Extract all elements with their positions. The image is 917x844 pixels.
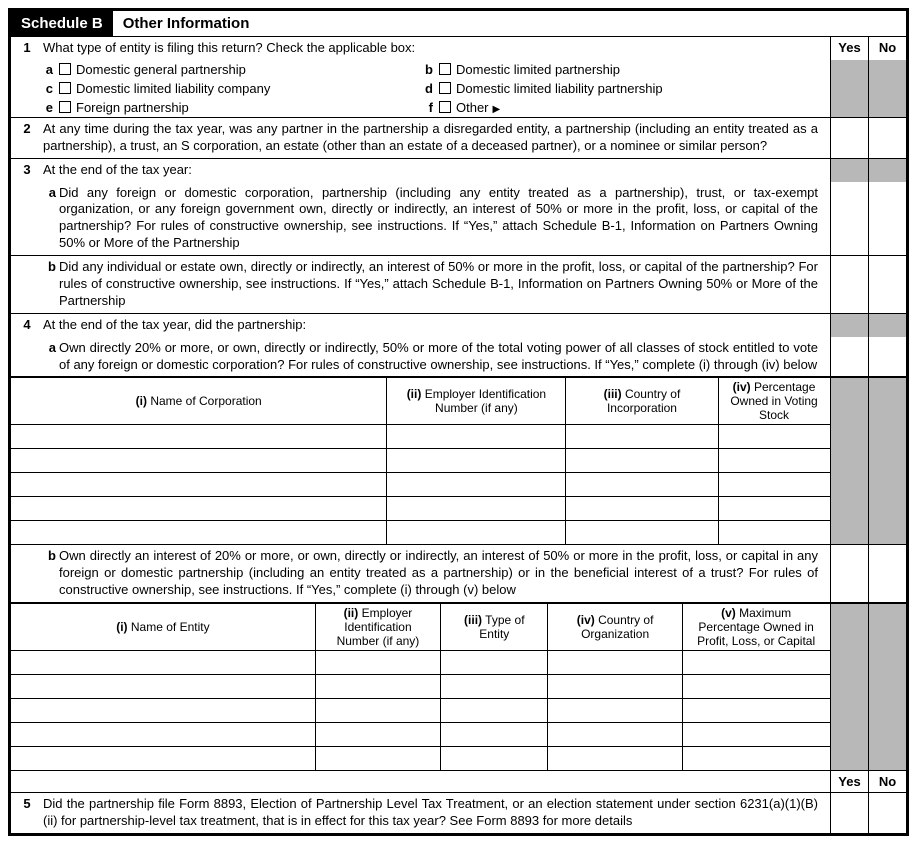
yes-header: Yes: [830, 37, 868, 60]
no-header: No: [868, 37, 906, 60]
q3a-text: Did any foreign or domestic corporation,…: [59, 182, 830, 256]
t4a-no-block: [868, 378, 906, 545]
q5-row: 5 Did the partnership file Form 8893, El…: [11, 793, 906, 833]
q5-text: Did the partnership file Form 8893, Elec…: [43, 793, 830, 833]
t4a-h2: (ii) Employer IdentificationNumber (if a…: [387, 378, 566, 425]
q2-text: At any time during the tax year, was any…: [43, 118, 830, 158]
yn-header-5: Yes No: [11, 771, 906, 793]
no-header-5: No: [868, 771, 906, 792]
q1-num: 1: [11, 37, 43, 60]
q3a-letter: a: [43, 182, 59, 256]
q1f-checkbox[interactable]: [439, 101, 451, 113]
t4b-yes-block: [830, 604, 868, 771]
q4a-row: a Own directly 20% or more, or own, dire…: [11, 337, 906, 378]
q3a-row: a Did any foreign or domestic corporatio…: [11, 182, 906, 257]
t4b-h2: (ii) EmployerIdentificationNumber (if an…: [315, 604, 440, 651]
q3-intro-row: 3 At the end of the tax year:: [11, 159, 906, 182]
q3-num: 3: [11, 159, 43, 182]
q1e-letter: e: [11, 100, 59, 115]
t4b-no-block: [868, 604, 906, 771]
table-4b: (i) Name of Entity (ii) EmployerIdentifi…: [11, 603, 906, 771]
t4b-h5: (v) MaximumPercentage Owned inProfit, Lo…: [682, 604, 830, 651]
q2-no[interactable]: [868, 118, 906, 158]
q4a-yes[interactable]: [830, 337, 868, 377]
q1e-label: Foreign partnership: [76, 100, 189, 115]
t4b-h1: (i) Name of Entity: [11, 604, 315, 651]
q3-yes-spacer: [830, 159, 868, 182]
q4b-text: Own directly an interest of 20% or more,…: [59, 545, 830, 602]
q3b-text: Did any individual or estate own, direct…: [59, 256, 830, 313]
q1-text: What type of entity is filing this retur…: [43, 37, 830, 60]
q1f-letter: f: [391, 100, 439, 115]
q1-row: 1 What type of entity is filing this ret…: [11, 37, 906, 118]
q1a-checkbox[interactable]: [59, 63, 71, 75]
q5-yes[interactable]: [830, 793, 868, 833]
q1d-checkbox[interactable]: [439, 82, 451, 94]
q4-num: 4: [11, 314, 43, 337]
q4-intro-row: 4 At the end of the tax year, did the pa…: [11, 314, 906, 337]
table-4a: (i) (i) Name of CorporationName of Corpo…: [11, 377, 906, 545]
q4b-row: b Own directly an interest of 20% or mor…: [11, 545, 906, 603]
q1a-label: Domestic general partnership: [76, 62, 246, 77]
t4a-r1c1[interactable]: [11, 425, 387, 449]
q1b-checkbox[interactable]: [439, 63, 451, 75]
q1c-checkbox[interactable]: [59, 82, 71, 94]
t4a-yes-block: [830, 378, 868, 545]
q5-num: 5: [11, 793, 43, 833]
q3-intro: At the end of the tax year:: [43, 159, 830, 182]
q1d-label: Domestic limited liability partnership: [456, 81, 663, 96]
q4a-letter: a: [43, 337, 59, 377]
q4a-text: Own directly 20% or more, or own, direct…: [59, 337, 830, 377]
yes-header-5: Yes: [830, 771, 868, 792]
q3a-no[interactable]: [868, 182, 906, 256]
q4b-yes[interactable]: [830, 545, 868, 602]
q2-yes[interactable]: [830, 118, 868, 158]
q1b-letter: b: [391, 62, 439, 77]
q2-num: 2: [11, 118, 43, 158]
q2-row: 2 At any time during the tax year, was a…: [11, 118, 906, 159]
q4-intro: At the end of the tax year, did the part…: [43, 314, 830, 337]
q4b-no[interactable]: [868, 545, 906, 602]
arrow-icon: [489, 100, 501, 115]
q1b-label: Domestic limited partnership: [456, 62, 620, 77]
t4a-h3: (iii) Country ofIncorporation: [566, 378, 718, 425]
q5-no[interactable]: [868, 793, 906, 833]
q3b-no[interactable]: [868, 256, 906, 313]
q3b-row: b Did any individual or estate own, dire…: [11, 256, 906, 314]
q4b-letter: b: [43, 545, 59, 602]
q1c-letter: c: [11, 81, 59, 96]
q3a-yes[interactable]: [830, 182, 868, 256]
t4b-h3: (iii) Type ofEntity: [441, 604, 548, 651]
schedule-title: Other Information: [113, 11, 260, 36]
q4a-no[interactable]: [868, 337, 906, 377]
schedule-badge: Schedule B: [11, 11, 113, 36]
q1-no[interactable]: [868, 60, 906, 117]
q1e-checkbox[interactable]: [59, 101, 71, 113]
q1-yes[interactable]: [830, 60, 868, 117]
t4a-h1: (i) (i) Name of CorporationName of Corpo…: [11, 378, 387, 425]
q3b-letter: b: [43, 256, 59, 313]
header-row: Schedule B Other Information: [11, 11, 906, 37]
t4b-h4: (iv) Country ofOrganization: [548, 604, 682, 651]
t4a-h4: (iv) PercentageOwned in Voting Stock: [718, 378, 830, 425]
q1d-letter: d: [391, 81, 439, 96]
q3b-yes[interactable]: [830, 256, 868, 313]
schedule-b-form: Schedule B Other Information 1 What type…: [8, 8, 909, 836]
q1f-label: Other: [456, 100, 500, 115]
q3-no-spacer: [868, 159, 906, 182]
q1a-letter: a: [11, 62, 59, 77]
q1c-label: Domestic limited liability company: [76, 81, 270, 96]
